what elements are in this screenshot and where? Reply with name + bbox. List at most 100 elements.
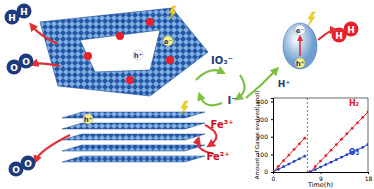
point <box>340 138 343 141</box>
charge <box>133 50 143 60</box>
point <box>287 163 290 166</box>
cocatalyst-dot <box>146 18 154 26</box>
cocatalyst-dot <box>166 56 174 64</box>
charge-label: e⁻ <box>296 27 305 35</box>
point <box>282 159 285 162</box>
atom-label: O <box>24 159 32 169</box>
point <box>298 157 301 160</box>
x-axis-title: Time(h) <box>307 181 333 189</box>
catalyst-top <box>40 8 208 96</box>
tick-mark <box>271 102 273 103</box>
tick-label: 0 <box>272 175 276 182</box>
charge-label: e⁻ <box>164 38 173 46</box>
charge-label: h⁺ <box>84 116 93 124</box>
axis-line <box>271 99 274 173</box>
species-label: Fe²⁺ <box>207 151 230 162</box>
atom-label: H <box>8 13 16 23</box>
tick-label: 0 <box>264 168 268 175</box>
cocatalyst-dot <box>126 76 134 84</box>
axis-line <box>274 173 369 175</box>
charge <box>295 58 305 68</box>
arrow <box>200 96 222 105</box>
point <box>273 171 274 172</box>
cocatalyst-dot <box>84 52 92 60</box>
point <box>314 168 317 171</box>
point <box>287 154 290 157</box>
atom-label: O <box>10 63 18 73</box>
point <box>330 149 333 152</box>
tick: 0 <box>264 168 273 175</box>
point <box>335 143 338 146</box>
point <box>309 171 312 172</box>
point <box>330 161 333 164</box>
excitation-arrow <box>299 38 301 56</box>
tick-mark <box>271 154 273 155</box>
series-label: H₂ <box>349 99 360 108</box>
point <box>293 160 296 163</box>
atom-label: H <box>347 25 355 35</box>
y-axis-title: Amount of Gases evolved(μmol) <box>254 91 261 180</box>
tick-label: 18 <box>365 175 373 182</box>
species-label: I⁻ <box>228 95 237 106</box>
atom <box>19 54 34 69</box>
atom-label: O <box>12 165 20 175</box>
point <box>277 168 280 171</box>
atom-label: H <box>335 31 343 41</box>
point <box>277 165 280 168</box>
arrow <box>246 70 276 98</box>
atom-label: H <box>20 7 28 17</box>
arrow <box>196 70 222 80</box>
tick-mark <box>271 137 273 138</box>
point <box>303 155 306 158</box>
catalyst-layer <box>62 134 205 140</box>
arrow <box>318 30 334 40</box>
catalyst-layer <box>62 156 205 162</box>
divider-line <box>307 98 308 172</box>
arrow <box>36 135 70 160</box>
species-label: Fe³⁺ <box>211 119 234 130</box>
chart: 09180100200300400Time(h)Amount of Gases … <box>254 91 372 189</box>
tick-mark <box>321 172 322 174</box>
point <box>324 163 327 166</box>
charge-label: h⁺ <box>296 60 305 68</box>
point <box>351 127 354 130</box>
light-bolt <box>181 101 188 115</box>
particle <box>283 23 317 69</box>
point <box>309 171 312 172</box>
point <box>367 111 368 114</box>
plot-area <box>273 98 368 172</box>
point <box>273 171 274 172</box>
tick-mark <box>271 119 273 120</box>
tick-mark <box>271 172 273 173</box>
series-label: O₂ <box>349 148 360 157</box>
graphic: HHOOOOHHe⁻h⁺h⁺e⁻h⁺IO₃⁻I⁻Fe³⁺Fe²⁺H⁺091801… <box>0 0 374 189</box>
point <box>303 137 306 140</box>
cocatalyst-dot <box>116 32 124 40</box>
charge <box>295 25 305 35</box>
diagram: HHOOOOHHe⁻h⁺h⁺e⁻h⁺IO₃⁻I⁻Fe³⁺Fe²⁺H⁺ <box>5 4 359 177</box>
arrow <box>32 26 58 44</box>
arrow <box>34 63 60 66</box>
point <box>319 166 322 169</box>
catalyst-layer <box>62 145 205 151</box>
charge <box>83 114 93 124</box>
point <box>340 156 343 159</box>
point <box>324 154 327 157</box>
point <box>319 160 322 163</box>
point <box>314 165 317 168</box>
series-line <box>273 145 368 172</box>
point <box>361 146 364 149</box>
species-label: H⁺ <box>278 79 291 89</box>
species-label: IO₃⁻ <box>211 55 233 66</box>
charge <box>163 36 173 46</box>
point <box>335 158 338 161</box>
point <box>282 165 285 168</box>
point <box>298 142 301 145</box>
atom <box>21 156 36 171</box>
point <box>293 148 296 151</box>
tick: 0 <box>272 172 276 182</box>
point <box>361 116 364 119</box>
point <box>356 121 359 124</box>
tick-mark <box>368 172 369 174</box>
series-line <box>273 112 368 172</box>
